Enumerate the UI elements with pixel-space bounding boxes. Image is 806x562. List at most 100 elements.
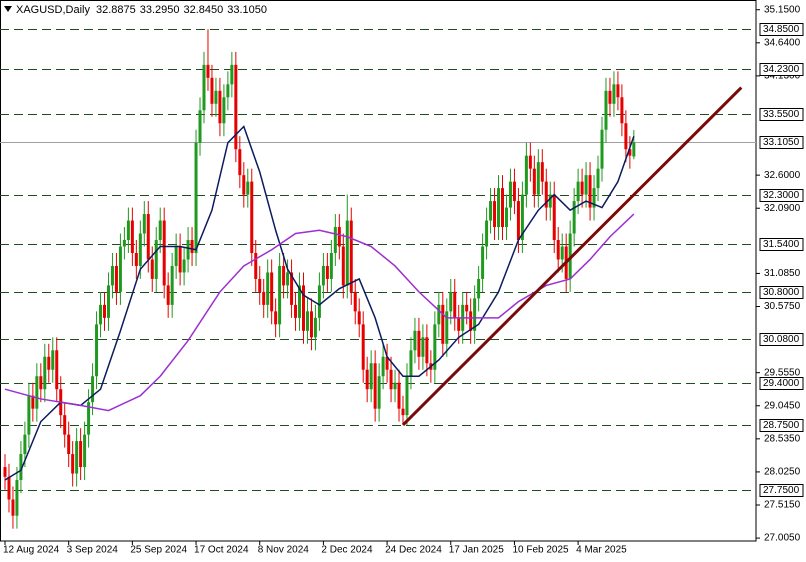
candle-body [333,227,337,253]
y-tick-label: 29.5550 [764,367,801,378]
candle-body [584,175,588,195]
moving-average [4,213,635,412]
candle-body [258,278,262,292]
candle-body [31,395,35,409]
level-label-box [759,286,804,299]
y-tick-label: 34.1300 [764,71,801,82]
x-tick-label: 12 Aug 2024 [3,545,60,556]
candle-body [11,499,15,516]
candle-body [126,220,130,241]
candle-body [361,324,365,370]
x-tick-label: 4 Mar 2025 [576,545,627,556]
candle-body [457,317,461,331]
candle-body [182,259,186,273]
level-label: 31.5400 [763,239,800,250]
candle-body [465,304,469,312]
candle-body [55,350,59,390]
candle-body [616,84,620,98]
candle-body [373,363,377,409]
candle-body [600,129,604,169]
candle-body [142,214,146,234]
candle-body [266,272,270,305]
x-tick-label: 2 Dec 2024 [321,545,373,556]
candle-body [278,265,282,325]
candle-body [477,278,481,299]
candle-body [75,441,79,474]
candle-body [122,240,126,247]
chart-title: XAGUSD,Daily [16,4,90,16]
open-value: 32.8875 [96,4,136,16]
candle-body [118,246,122,292]
candle-body [162,220,166,286]
candle-body [246,181,250,195]
level-label: 34.2300 [763,64,800,75]
candle-body [166,285,170,305]
y-tick-label: 32.6000 [764,170,801,181]
candle-body [369,363,373,390]
level-label-box [759,108,804,121]
y-tick-label: 32.0900 [764,203,801,214]
candle-body [194,142,198,253]
candle-body [441,304,445,344]
candle-body [508,181,512,208]
candle-body [337,227,341,247]
candle-body [485,220,489,247]
candle-body [604,90,608,130]
candle-body [302,285,305,331]
candle-body [536,162,540,195]
y-tick-label: 28.0250 [764,467,801,478]
candle-body [624,123,628,150]
candle-body [202,64,206,111]
level-label: 33.5500 [763,109,800,120]
moving-average [4,125,635,481]
candle-body [186,240,190,260]
candle-body [353,291,357,312]
candle-body [262,291,266,305]
candle-body [170,265,174,305]
candle-body [178,246,182,273]
current-price-label: 33.1050 [763,137,800,148]
header: XAGUSD,Daily 32.8875 33.2950 32.8450 33.1050 [16,4,267,16]
candle-body [421,337,425,357]
candle-body [174,246,178,266]
candle-body [481,246,485,279]
candle-body [250,181,254,253]
y-tick-label: 35.1500 [764,4,801,15]
candle-body [110,265,114,286]
candle-body [501,188,504,228]
candle-body [138,233,142,266]
candle-body [103,304,106,318]
candle-body [576,181,580,202]
level-label: 28.7500 [763,420,800,431]
candle-body [158,220,162,241]
high-value: 33.2950 [140,4,180,16]
candle-body [83,434,87,468]
candle-body [389,369,393,390]
candle-body [39,376,43,390]
candle-body [286,272,290,286]
level-label-box [759,333,804,346]
candle-body [234,64,238,150]
level-label: 34.8500 [763,24,800,35]
level-label-box [759,377,804,390]
candle-body [226,84,230,98]
level-label: 30.8000 [763,287,800,298]
candle-body [497,188,501,228]
candle-body [7,476,11,500]
candle-body [592,188,596,208]
candle-body [294,304,298,318]
level-label-box [759,63,804,76]
candle-body [540,162,544,182]
candle-body [114,265,118,292]
candle-body [425,337,429,364]
candle-body [612,84,616,104]
candle-body [401,408,405,416]
candle-body [254,252,258,279]
candle-body [329,252,333,279]
candle-body [469,311,473,331]
candle-body [572,201,576,234]
y-tick-label: 28.5350 [764,433,801,444]
candle-body [87,402,91,435]
candle-body [504,207,508,228]
candle-body [313,317,317,338]
